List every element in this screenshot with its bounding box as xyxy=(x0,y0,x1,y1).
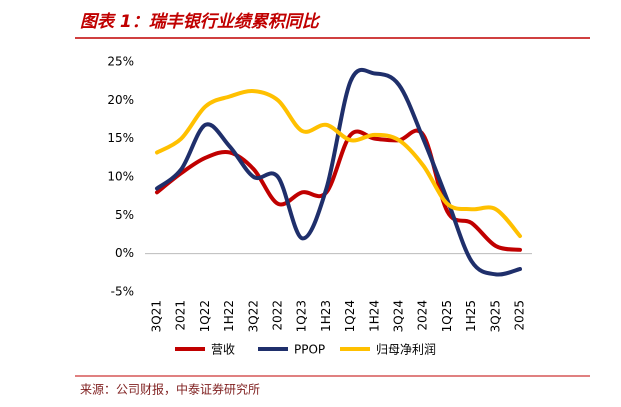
y-tick-label: 25% xyxy=(107,55,134,69)
legend-label: 归母净利润 xyxy=(376,343,436,357)
x-tick-label: 1H25 xyxy=(464,300,478,332)
source: 来源：公司财报，中泰证券研究所 xyxy=(80,382,260,397)
x-tick-label: 3Q25 xyxy=(488,300,502,332)
x-tick-label: 2025 xyxy=(513,300,527,331)
series-line xyxy=(155,67,522,277)
legend-label: 营收 xyxy=(211,343,235,357)
y-tick-label: 15% xyxy=(107,131,134,145)
x-tick-label: 3Q24 xyxy=(392,300,406,332)
x-tick-label: 2021 xyxy=(174,300,188,331)
y-tick-label: 20% xyxy=(107,93,134,107)
x-tick-label: 3Q21 xyxy=(150,300,164,332)
series-line xyxy=(155,128,522,252)
x-tick-label: 1Q24 xyxy=(343,300,357,332)
x-tick-label: 1Q22 xyxy=(198,300,212,332)
legend-label: PPOP xyxy=(294,343,325,357)
y-tick-label: -5% xyxy=(111,285,134,299)
x-tick-label: 1H23 xyxy=(319,300,333,332)
chart-title: 图表 1：瑞丰银行业绩累积同比 xyxy=(80,12,321,32)
x-tick-label: 2024 xyxy=(416,300,430,331)
y-tick-label: 10% xyxy=(107,170,134,184)
x-tick-label: 2022 xyxy=(271,300,285,331)
y-tick-label: 0% xyxy=(115,246,134,260)
series-line xyxy=(155,89,522,239)
x-tick-label: 3Q22 xyxy=(246,300,260,332)
x-tick-label: 1H22 xyxy=(222,300,236,332)
x-tick-label: 1Q25 xyxy=(440,300,454,332)
y-tick-label: 5% xyxy=(115,208,134,222)
x-tick-label: 1H24 xyxy=(367,300,381,332)
x-tick-label: 1Q23 xyxy=(295,300,309,332)
